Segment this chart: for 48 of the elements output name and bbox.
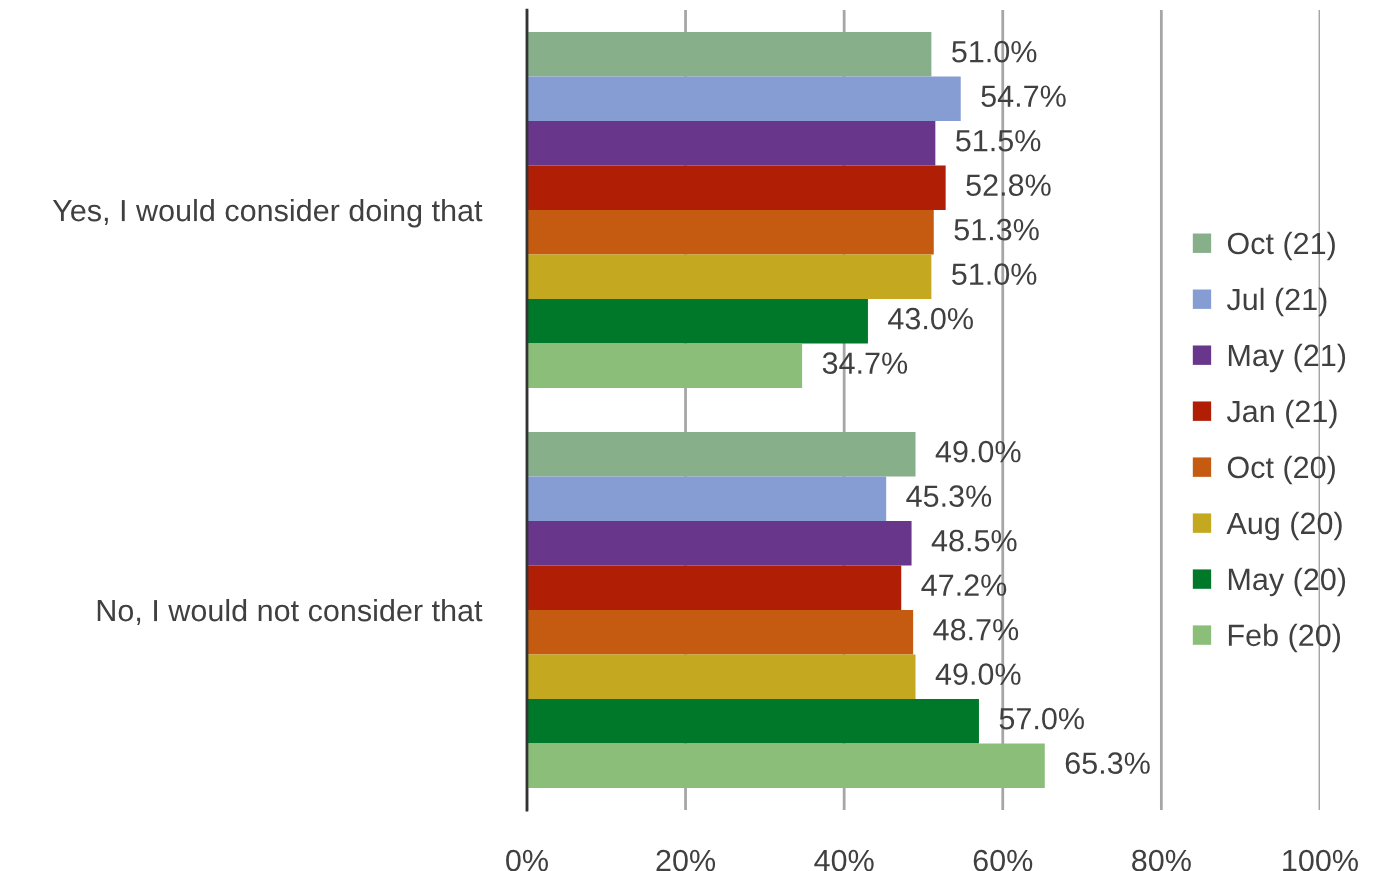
x-tick-label: 20%	[656, 849, 716, 871]
bar	[526, 610, 914, 655]
legend-label: Oct (21)	[1227, 231, 1335, 261]
x-tick-label: 100%	[1283, 849, 1358, 871]
bar	[526, 210, 934, 255]
bar	[526, 165, 946, 211]
data-label: 54.7%	[981, 85, 1066, 107]
data-label: 51.0%	[952, 263, 1037, 285]
data-label: 47.2%	[921, 574, 1007, 596]
legend-label: Feb (20)	[1228, 623, 1341, 653]
legend-label: Oct (20)	[1227, 455, 1335, 485]
data-label: 52.8%	[966, 174, 1051, 196]
legend-label: May (21)	[1228, 343, 1346, 373]
bar	[526, 743, 1045, 789]
bar	[526, 565, 902, 611]
data-label: 51.3%	[954, 218, 1039, 241]
data-label: 45.3%	[906, 485, 992, 507]
legend-label: May (20)	[1228, 567, 1346, 597]
data-label: 49.0%	[935, 440, 1021, 463]
bar	[526, 476, 887, 522]
data-label: 51.0%	[952, 40, 1037, 63]
legend-label: Aug (20)	[1226, 511, 1342, 541]
bar	[526, 32, 932, 77]
bar	[526, 343, 803, 389]
data-label: 65.3%	[1065, 752, 1150, 774]
bar	[526, 432, 916, 477]
data-label: 57.0%	[999, 707, 1084, 730]
x-tick-label: 40%	[814, 849, 874, 871]
bar	[526, 254, 932, 300]
y-tick-label: No, I would not consider that	[97, 598, 483, 626]
x-tick-label: 80%	[1132, 849, 1191, 871]
data-label: 43.0%	[888, 307, 973, 330]
bar	[526, 299, 868, 344]
bar	[526, 654, 916, 700]
x-tick-label: 60%	[973, 849, 1033, 871]
bar	[526, 699, 979, 744]
data-label: 51.5%	[956, 129, 1041, 152]
y-tick-label: Yes, I would consider doing that	[52, 198, 483, 228]
data-label: 48.5%	[931, 529, 1017, 552]
data-label: 48.7%	[933, 618, 1019, 641]
legend-label: Jan (21)	[1226, 399, 1337, 429]
bar	[526, 121, 936, 166]
bar	[526, 76, 961, 122]
legend-label: Jul (21)	[1226, 287, 1327, 317]
bar	[526, 521, 912, 566]
x-tick-label: 0%	[506, 849, 548, 871]
data-label: 34.7%	[822, 352, 908, 374]
data-label: 49.0%	[935, 663, 1021, 685]
